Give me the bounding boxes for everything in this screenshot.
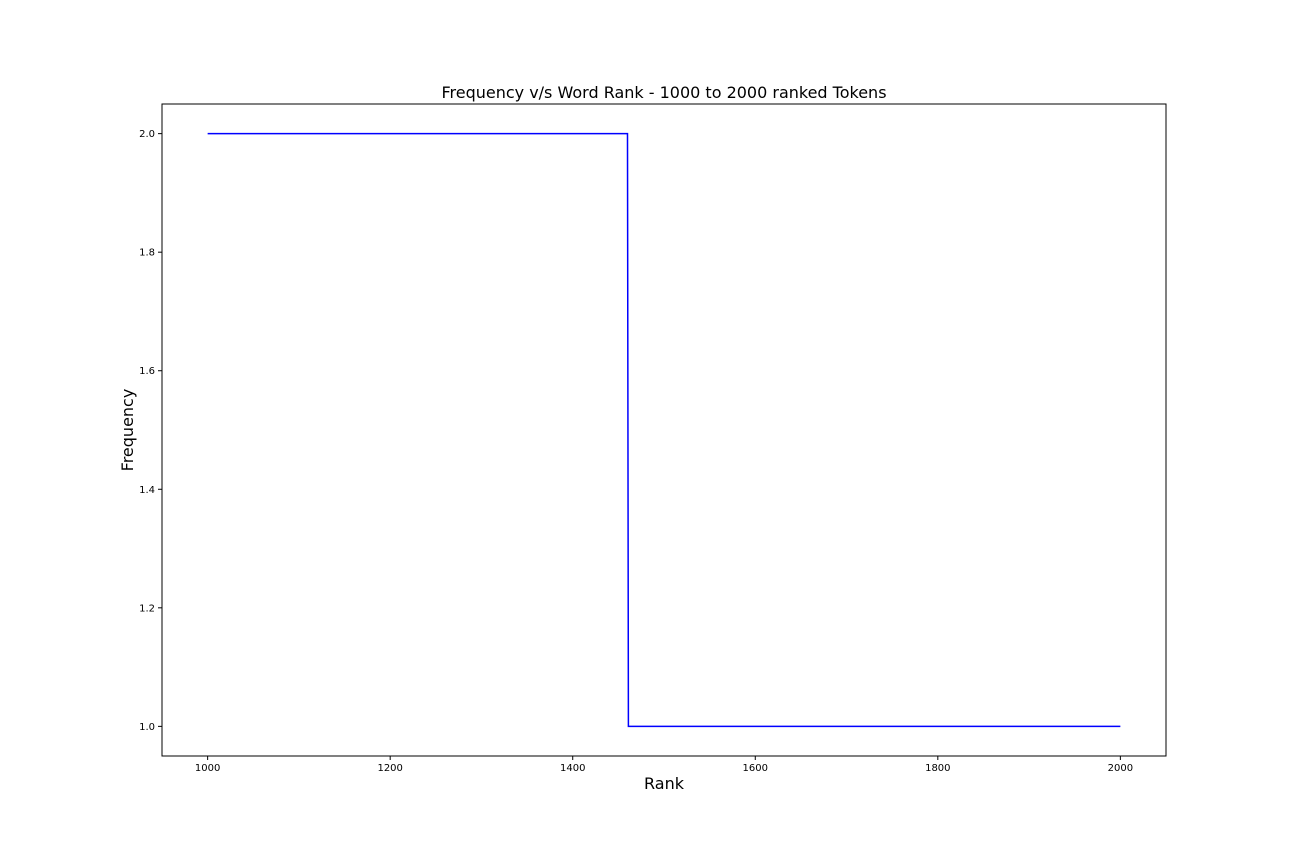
x-tick-label-1: 1200 (377, 763, 402, 774)
y-tick-label-3: 1.6 (139, 366, 155, 377)
y-axis: 1.0 1.2 1.4 1.6 1.8 2.0 (139, 129, 162, 733)
x-tick-label-5: 2000 (1108, 763, 1133, 774)
x-axis: 1000 1200 1400 1600 1800 2000 (195, 756, 1133, 774)
y-tick-label-2: 1.4 (139, 485, 155, 496)
x-tick-label-0: 1000 (195, 763, 220, 774)
x-tick-label-3: 1600 (743, 763, 768, 774)
x-tick-label-4: 1800 (925, 763, 950, 774)
series-line-0 (207, 132, 1121, 728)
y-tick-label-5: 2.0 (139, 129, 155, 140)
plot-background (162, 104, 1166, 756)
plot-frame (161, 103, 1167, 757)
x-tick-label-2: 1400 (560, 763, 585, 774)
y-tick-label-1: 1.2 (139, 603, 155, 614)
y-axis-label: Frequency (118, 389, 137, 472)
chart-title: Frequency v/s Word Rank - 1000 to 2000 r… (441, 83, 886, 102)
y-tick-label-4: 1.8 (139, 248, 155, 259)
y-tick-label-0: 1.0 (139, 722, 155, 733)
x-axis-label: Rank (644, 774, 685, 793)
plot-area (162, 104, 1166, 756)
series-layer (207, 132, 1121, 728)
